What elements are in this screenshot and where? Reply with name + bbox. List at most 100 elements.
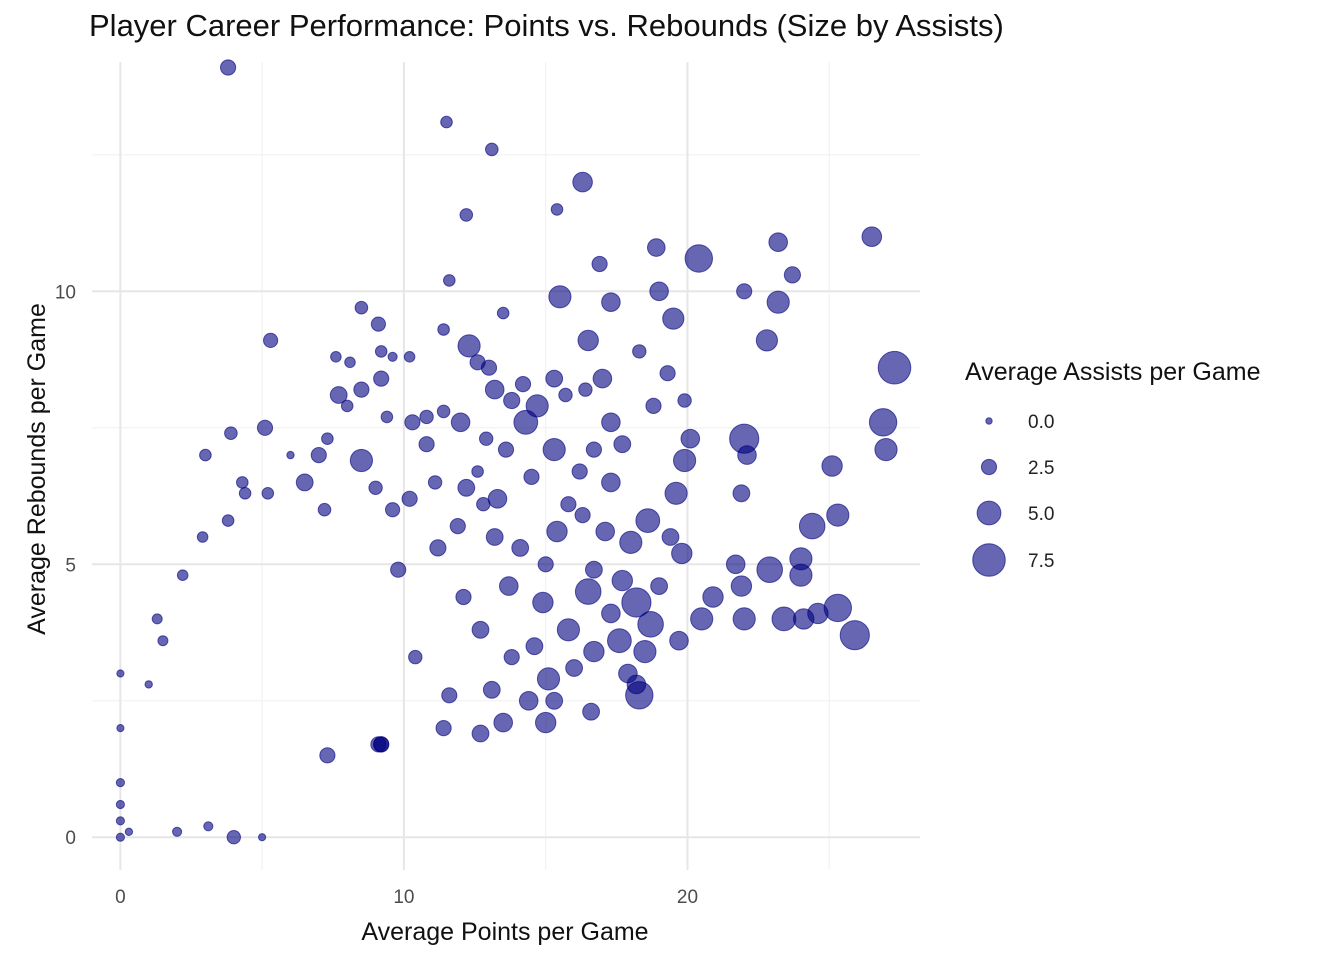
data-point (144, 680, 153, 689)
data-point (585, 560, 603, 579)
data-point (592, 368, 613, 389)
data-point (585, 441, 603, 458)
data-point (595, 521, 616, 542)
data-point (373, 736, 390, 753)
data-point (645, 397, 662, 414)
data-point (518, 691, 539, 711)
data-point (459, 208, 474, 222)
data-point (611, 569, 633, 592)
legend-label: 2.5 (1028, 458, 1054, 479)
chart-title: Player Career Performance: Points vs. Re… (89, 8, 1004, 43)
data-point (766, 290, 790, 314)
data-point (457, 334, 481, 358)
data-point (601, 603, 621, 624)
data-point (637, 611, 664, 638)
data-point (783, 266, 802, 284)
legend-key (980, 458, 998, 476)
data-point (449, 518, 466, 535)
data-point (607, 628, 632, 654)
data-point (621, 587, 652, 618)
data-point (725, 554, 746, 575)
data-point (401, 490, 418, 507)
data-point (203, 821, 214, 832)
data-point (659, 365, 676, 382)
data-point (601, 412, 621, 433)
data-point (582, 702, 600, 721)
data-point (807, 602, 829, 625)
data-point (497, 441, 515, 458)
data-point (157, 635, 169, 647)
data-point (368, 480, 383, 495)
data-point (176, 569, 189, 582)
data-point (403, 351, 416, 363)
data-point (601, 472, 621, 493)
data-point (196, 531, 209, 543)
data-point (548, 285, 572, 309)
data-point (353, 381, 370, 398)
data-point (574, 506, 591, 524)
data-point (321, 432, 334, 446)
data-point (542, 438, 566, 462)
data-point (440, 115, 453, 129)
data-point (877, 350, 912, 385)
data-point (537, 556, 554, 573)
data-point (572, 171, 593, 193)
data-point (226, 830, 242, 845)
data-point (450, 412, 471, 433)
data-point (535, 711, 557, 734)
data-point (116, 669, 125, 678)
data-point (385, 502, 401, 518)
data-point (558, 387, 573, 403)
data-point (236, 476, 249, 489)
data-point (455, 588, 472, 606)
data-point (238, 487, 252, 500)
data-point (482, 680, 501, 699)
data-point (374, 345, 388, 358)
data-point (556, 618, 581, 642)
data-point (756, 556, 784, 584)
axes: 0 10 20 0 5 10 (55, 282, 698, 908)
data-point (633, 640, 657, 664)
data-point (560, 496, 577, 513)
data-point (370, 316, 386, 332)
data-point (224, 426, 238, 441)
data-point (263, 332, 279, 348)
data-point (258, 833, 267, 842)
data-point (115, 816, 126, 826)
data-point (619, 530, 643, 555)
legend-label: 0.0 (1028, 412, 1054, 433)
data-point (344, 356, 356, 369)
data-point (601, 292, 621, 313)
data-point (436, 404, 451, 419)
y-tick-label: 0 (65, 828, 76, 849)
data-point (487, 489, 508, 509)
data-point (329, 386, 348, 404)
data-point (493, 712, 514, 733)
grid (92, 62, 920, 870)
data-point (673, 448, 697, 473)
data-point (124, 827, 134, 836)
x-tick-label: 10 (393, 887, 414, 908)
data-point (390, 561, 407, 578)
x-tick-label: 20 (677, 887, 698, 908)
x-tick-label: 0 (115, 887, 126, 908)
data-point (116, 724, 125, 733)
data-point (429, 539, 447, 557)
data-point (485, 142, 499, 157)
data-point (151, 613, 163, 625)
data-point (565, 659, 583, 677)
data-point (702, 586, 724, 608)
data-point (574, 578, 602, 605)
data-point (408, 649, 423, 665)
data-point (591, 255, 608, 273)
legend-key (972, 543, 1006, 577)
data-point (523, 468, 540, 485)
legend-label: 7.5 (1028, 551, 1054, 572)
data-point (419, 409, 434, 425)
data-point (220, 59, 237, 76)
data-point (730, 575, 753, 597)
data-point (755, 329, 779, 352)
data-point (503, 649, 520, 666)
data-point (647, 238, 666, 257)
data-point (115, 799, 126, 810)
